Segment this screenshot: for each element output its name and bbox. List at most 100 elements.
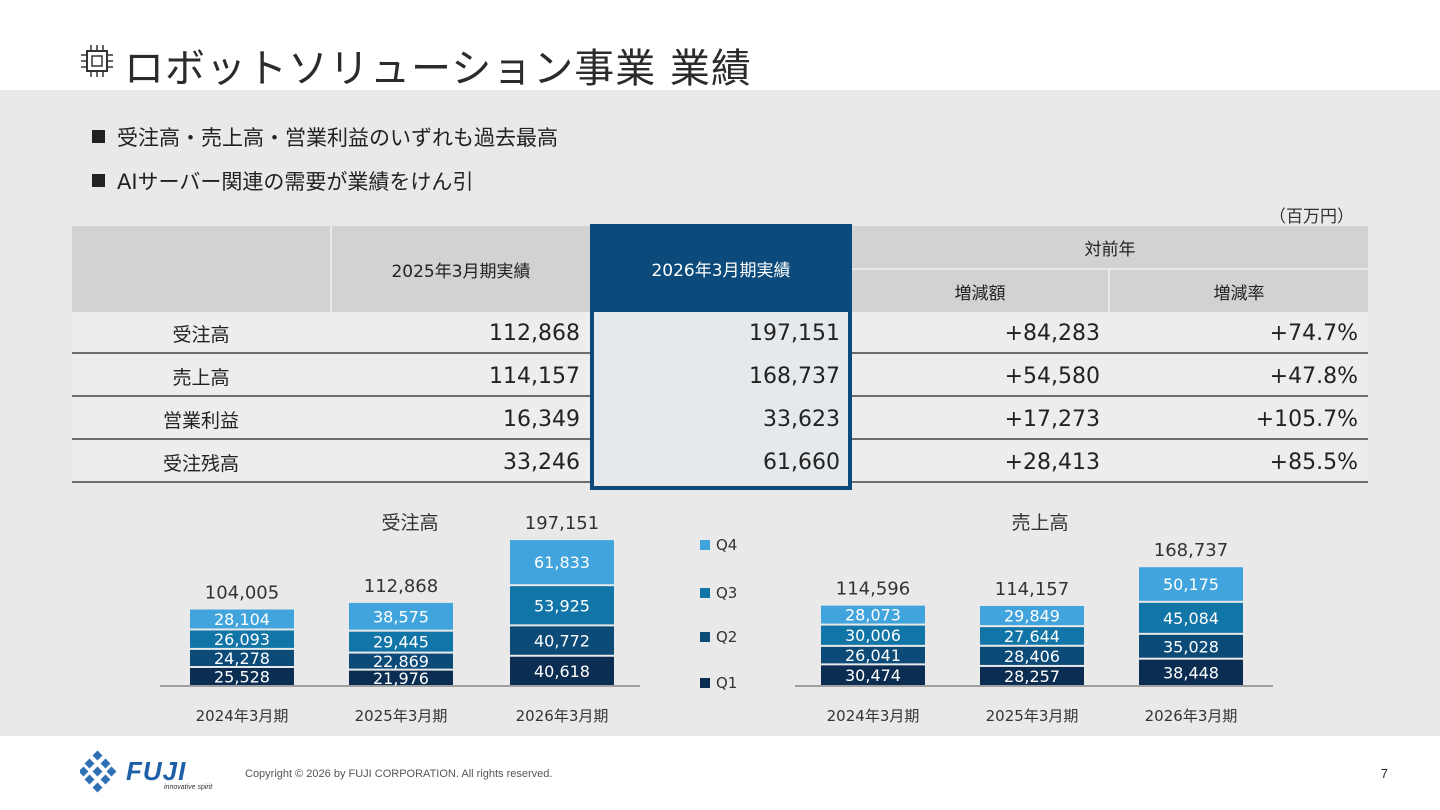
bar-segment-q4: [821, 605, 925, 624]
legend-item-q1: Q1: [700, 674, 737, 692]
data-label: 28,073: [845, 606, 901, 625]
bullet-2: AIサーバー関連の需要が業績をけん引: [92, 166, 473, 196]
legend-item-q2: Q2: [700, 628, 737, 646]
data-label: 38,575: [373, 607, 429, 626]
cell-diff: +17,273: [1004, 406, 1100, 432]
legend-swatch-icon: [700, 632, 710, 642]
highlight-column: [592, 312, 850, 483]
chip-icon: [81, 45, 113, 77]
bullet-1: 受注高・売上高・営業利益のいずれも過去最高: [92, 122, 558, 152]
cell-prev: 114,157: [489, 363, 580, 389]
unit-label: （百万円）: [1269, 207, 1354, 227]
cell-curr: 61,660: [763, 449, 840, 475]
category-label: 2026年3月期: [1145, 707, 1238, 725]
category-label: 2025年3月期: [986, 707, 1079, 725]
row-label: 売上高: [172, 366, 230, 389]
category-label: 2025年3月期: [355, 707, 448, 725]
data-label: 45,084: [1163, 609, 1219, 628]
header-curr: 2026年3月期実績: [592, 224, 850, 312]
total-label: 114,596: [836, 579, 910, 600]
data-label: 24,278: [214, 649, 270, 668]
logo-text: FUJI: [126, 756, 187, 786]
bar-segment-q4: [510, 540, 614, 585]
logo-tagline: innovative spirit: [164, 784, 213, 791]
bullet-square-icon: [92, 130, 105, 143]
bar-segment-q1: [510, 656, 614, 685]
bar-segment-q3: [510, 586, 614, 625]
legend-label: Q2: [716, 628, 738, 646]
footer: FUJI innovative spirit Copyright © 2026 …: [0, 736, 1440, 810]
cell-rate: +47.8%: [1269, 363, 1358, 389]
bar-segment-q1: [1139, 659, 1243, 685]
data-label: 25,528: [214, 667, 270, 686]
cell-rate: +85.5%: [1269, 449, 1358, 475]
bar-segment-q4: [980, 605, 1084, 626]
total-label: 168,737: [1154, 540, 1228, 561]
bullet-text: AIサーバー関連の需要が業績をけん引: [117, 170, 474, 194]
copyright: Copyright © 2026 by FUJI CORPORATION. Al…: [245, 768, 553, 780]
data-label: 26,041: [845, 646, 901, 665]
category-label: 2024年3月期: [196, 707, 289, 725]
bar-segment-q1: [349, 670, 453, 685]
cell-diff: +28,413: [1004, 449, 1100, 475]
bar-segment-q3: [190, 630, 294, 648]
cell-curr: 197,151: [749, 320, 840, 346]
cell-curr: 168,737: [749, 363, 840, 389]
cell-prev: 112,868: [489, 320, 580, 346]
results-table: 2025年3月期実績 2026年3月期実績 対前年 増減額 増減率 受注高 11…: [72, 224, 1368, 490]
data-label: 27,644: [1004, 627, 1060, 646]
data-label: 38,448: [1163, 663, 1219, 682]
bar-segment-q2: [1139, 634, 1243, 658]
title-bar: ロボットソリューション事業 業績: [0, 0, 1440, 92]
fuji-logo: FUJI innovative spirit: [78, 750, 230, 798]
cell-diff: +54,580: [1004, 363, 1100, 389]
legend-label: Q4: [716, 536, 738, 554]
bar-segment-q4: [349, 602, 453, 630]
bar-segment-q2: [980, 646, 1084, 665]
data-label: 40,618: [534, 662, 590, 681]
cell-diff: +84,283: [1004, 320, 1100, 346]
legend: Q4 Q3 Q2 Q1: [700, 536, 760, 706]
header-prev: 2025年3月期実績: [332, 226, 590, 312]
data-label: 50,175: [1163, 575, 1219, 594]
data-label: 35,028: [1163, 637, 1219, 656]
header-rate: 増減率: [1110, 270, 1368, 312]
data-label: 29,445: [373, 633, 429, 652]
fuji-logo-mark-icon: [78, 750, 117, 793]
bar-segment-q2: [349, 653, 453, 669]
legend-label: Q1: [716, 674, 738, 692]
chart-title: 受注高: [381, 512, 438, 534]
cell-prev: 33,246: [503, 449, 580, 475]
total-label: 104,005: [205, 583, 279, 604]
cell-prev: 16,349: [503, 406, 580, 432]
bar-segment-q2: [510, 626, 614, 655]
bar-segment-q1: [190, 667, 294, 685]
cell-curr: 33,623: [763, 406, 840, 432]
legend-swatch-icon: [700, 678, 710, 688]
bullet-square-icon: [92, 174, 105, 187]
bar-segment-q2: [821, 646, 925, 664]
data-label: 53,925: [534, 596, 590, 615]
data-label: 21,976: [373, 669, 429, 688]
category-label: 2026年3月期: [516, 707, 609, 725]
header-yoy: 対前年: [852, 226, 1368, 268]
data-label: 22,869: [373, 652, 429, 671]
legend-label: Q3: [716, 584, 738, 602]
legend-swatch-icon: [700, 540, 710, 550]
header-blank: [72, 226, 330, 312]
data-label: 26,093: [214, 630, 270, 649]
bar-segment-q4: [190, 609, 294, 629]
data-label: 61,833: [534, 553, 590, 572]
legend-item-q3: Q3: [700, 584, 737, 602]
bar-segment-q2: [190, 649, 294, 666]
bar-segment-q3: [349, 631, 453, 652]
bar-segment-q1: [821, 665, 925, 685]
bar-segment-q3: [821, 625, 925, 645]
data-label: 28,257: [1004, 667, 1060, 686]
total-label: 114,157: [995, 579, 1069, 600]
data-label: 30,474: [845, 666, 901, 685]
total-label: 112,868: [364, 576, 438, 597]
bar-segment-q3: [1139, 602, 1243, 633]
